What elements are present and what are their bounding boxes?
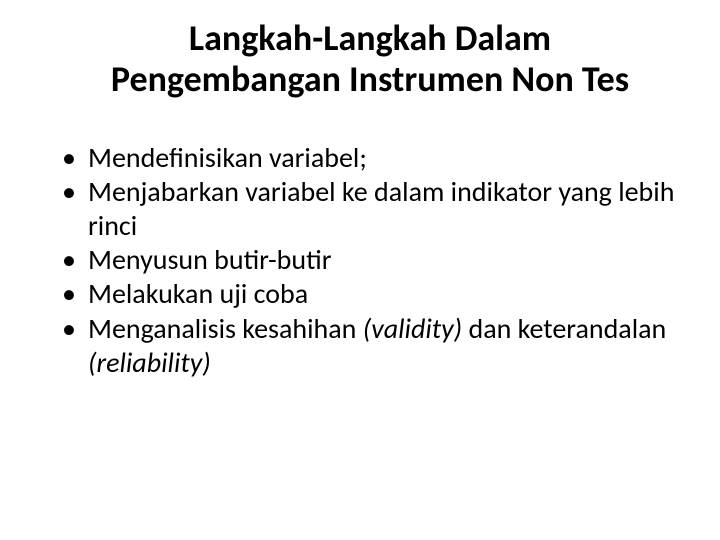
list-item-italic: (reliability) [88, 345, 211, 380]
list-item-italic: (validity) [363, 311, 462, 346]
list-item-text: dan keterandalan [462, 311, 666, 346]
list-item-text: Menganalisis kesahihan [88, 311, 363, 346]
title-line-1: Langkah-Langkah Dalam [189, 16, 551, 60]
list-item-text: Mendefinisikan variabel; [88, 140, 367, 175]
list-item: Menjabarkan variabel ke dalam indikator … [60, 175, 680, 243]
list-item: Melakukan uji coba [60, 277, 680, 311]
list-item-text: Melakukan uji coba [88, 276, 308, 311]
list-item: Mendefinisikan variabel; [60, 141, 680, 175]
title-line-2: Pengembangan Instrumen Non Tes [111, 57, 629, 101]
slide-body: Mendefinisikan variabel; Menjabarkan var… [60, 141, 680, 380]
list-item-text: Menjabarkan variabel ke dalam indikator … [88, 174, 674, 243]
bullet-list: Mendefinisikan variabel; Menjabarkan var… [60, 141, 680, 380]
slide-title: Langkah-Langkah Dalam Pengembangan Instr… [60, 18, 680, 101]
list-item: Menganalisis kesahihan (validity) dan ke… [60, 312, 680, 380]
list-item: Menyusun butir-butir [60, 243, 680, 277]
slide: Langkah-Langkah Dalam Pengembangan Instr… [0, 0, 720, 540]
list-item-text: Menyusun butir-butir [88, 242, 331, 277]
